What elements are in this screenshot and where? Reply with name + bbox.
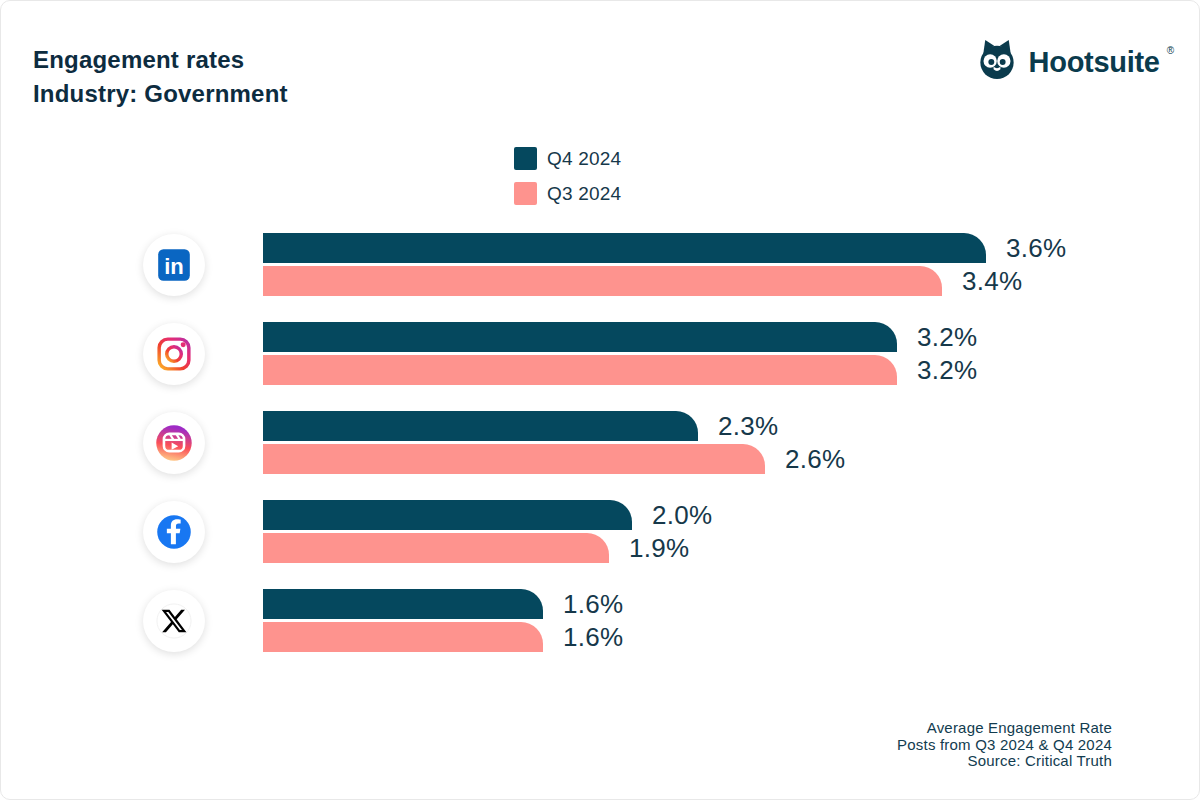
title-line-2: Industry: Government [33,77,288,111]
bar-q3-instagram [263,355,897,385]
chart-legend: Q4 2024 Q3 2024 [514,147,621,205]
instagram-reels-icon [143,412,205,474]
infographic-page: Engagement rates Industry: Government Ho… [0,0,1200,800]
legend-item-q4: Q4 2024 [514,147,621,170]
source-note: Average Engagement Rate Posts from Q3 20… [897,720,1112,770]
bar-value-q3-instagram-reels: 2.6% [785,444,845,475]
chart-row-instagram: 3.2% 3.2% [1,322,1200,385]
bar-q4-facebook [263,500,632,530]
bar-value-q3-x: 1.6% [563,622,623,653]
legend-swatch-q3 [514,182,537,205]
chart-row-x: 1.6% 1.6% [1,589,1200,652]
bar-q4-x [263,589,543,619]
bar-q4-instagram-reels [263,411,698,441]
legend-label-q4: Q4 2024 [547,148,621,170]
bar-value-q3-linkedin: 3.4% [962,266,1022,297]
bar-value-q4-facebook: 2.0% [652,500,712,531]
bar-chart: in 3.6% 3.4% [1,233,1200,678]
registered-trademark: ® [1167,45,1174,56]
bar-value-q3-instagram: 3.2% [917,355,977,386]
page-title: Engagement rates Industry: Government [33,43,288,111]
source-note-line-2: Posts from Q3 2024 & Q4 2024 [897,737,1112,754]
source-note-line-3: Source: Critical Truth [897,753,1112,770]
chart-row-facebook: 2.0% 1.9% [1,500,1200,563]
bar-value-q4-x: 1.6% [563,589,623,620]
legend-item-q3: Q3 2024 [514,182,621,205]
bar-value-q4-instagram-reels: 2.3% [718,411,778,442]
chart-row-instagram-reels: 2.3% 2.6% [1,411,1200,474]
title-line-1: Engagement rates [33,43,288,77]
bar-q3-instagram-reels [263,444,765,474]
bar-q4-instagram [263,322,897,352]
facebook-icon [143,501,205,563]
legend-label-q3: Q3 2024 [547,183,621,205]
bar-q3-linkedin [263,266,942,296]
bar-q3-facebook [263,533,609,563]
bar-value-q4-instagram: 3.2% [917,322,977,353]
bar-value-q3-facebook: 1.9% [629,533,689,564]
hootsuite-logo: Hootsuite ® [972,37,1174,88]
bar-q3-x [263,622,543,652]
hootsuite-wordmark: Hootsuite [1029,46,1160,79]
source-note-line-1: Average Engagement Rate [897,720,1112,737]
bar-value-q4-linkedin: 3.6% [1006,233,1066,264]
svg-text:in: in [164,254,184,279]
chart-row-linkedin: in 3.6% 3.4% [1,233,1200,296]
bar-q4-linkedin [263,233,986,263]
instagram-icon [143,323,205,385]
x-icon [143,590,205,652]
linkedin-icon: in [143,234,205,296]
hootsuite-owl-icon [972,37,1022,88]
legend-swatch-q4 [514,147,537,170]
